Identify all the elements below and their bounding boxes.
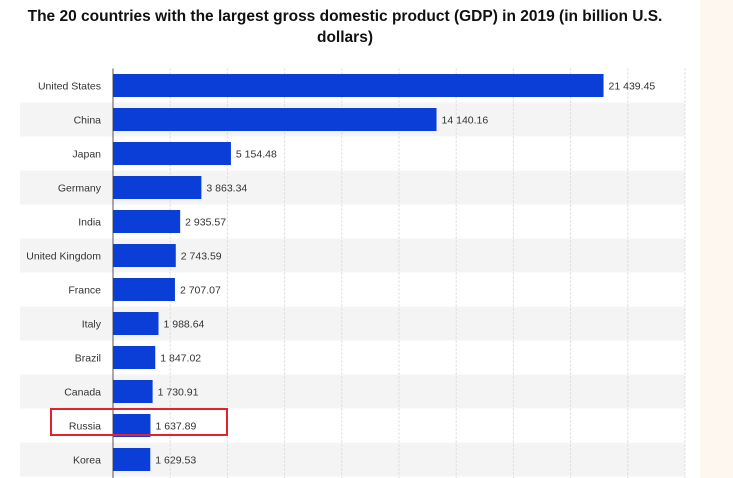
bar-germany [113,176,202,199]
value-label: 1 629.53 [155,455,196,467]
bar-canada [113,380,153,403]
bar-korea [113,448,151,471]
bar-united-kingdom [113,244,176,267]
highlight-box-russia [50,408,228,436]
chart-title: The 20 countries with the largest gross … [27,8,663,46]
category-label: United States [38,81,101,93]
category-label: United Kingdom [26,251,101,263]
category-label: Japan [72,149,101,161]
category-label: India [78,217,101,229]
value-label: 5 154.48 [236,149,277,161]
bar-italy [113,312,159,335]
side-panel [700,0,733,478]
category-label: Korea [73,455,101,467]
category-label: China [74,115,102,127]
bar-india [113,210,181,233]
bar-russia [113,414,151,437]
bar-france [113,278,175,301]
bar-brazil [113,346,156,369]
bar-japan [113,142,231,165]
value-label: 2 707.07 [180,285,221,297]
value-label: 1 730.91 [158,387,199,399]
value-label: 2 935.57 [185,217,226,229]
bar-china [113,108,437,131]
bar-united-states [113,74,604,97]
category-label: Italy [82,319,102,331]
value-label: 2 743.59 [181,251,222,263]
value-label: 1 847.02 [160,353,201,365]
labels: United States 21 439.45 China 14 140.16 Japa… [26,81,655,467]
value-label: 21 439.45 [609,81,656,93]
category-label: France [68,285,101,297]
value-label: 1 988.64 [164,319,205,331]
value-label: 3 863.34 [206,183,247,195]
category-label: Germany [58,183,102,195]
value-label: 1 637.89 [155,421,196,433]
category-label: Brazil [75,353,101,365]
bars [113,74,604,471]
category-label: Canada [64,387,101,399]
category-label: Russia [69,421,101,433]
value-label: 14 140.16 [442,115,489,127]
